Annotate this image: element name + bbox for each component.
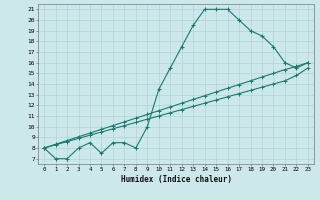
- X-axis label: Humidex (Indice chaleur): Humidex (Indice chaleur): [121, 175, 231, 184]
